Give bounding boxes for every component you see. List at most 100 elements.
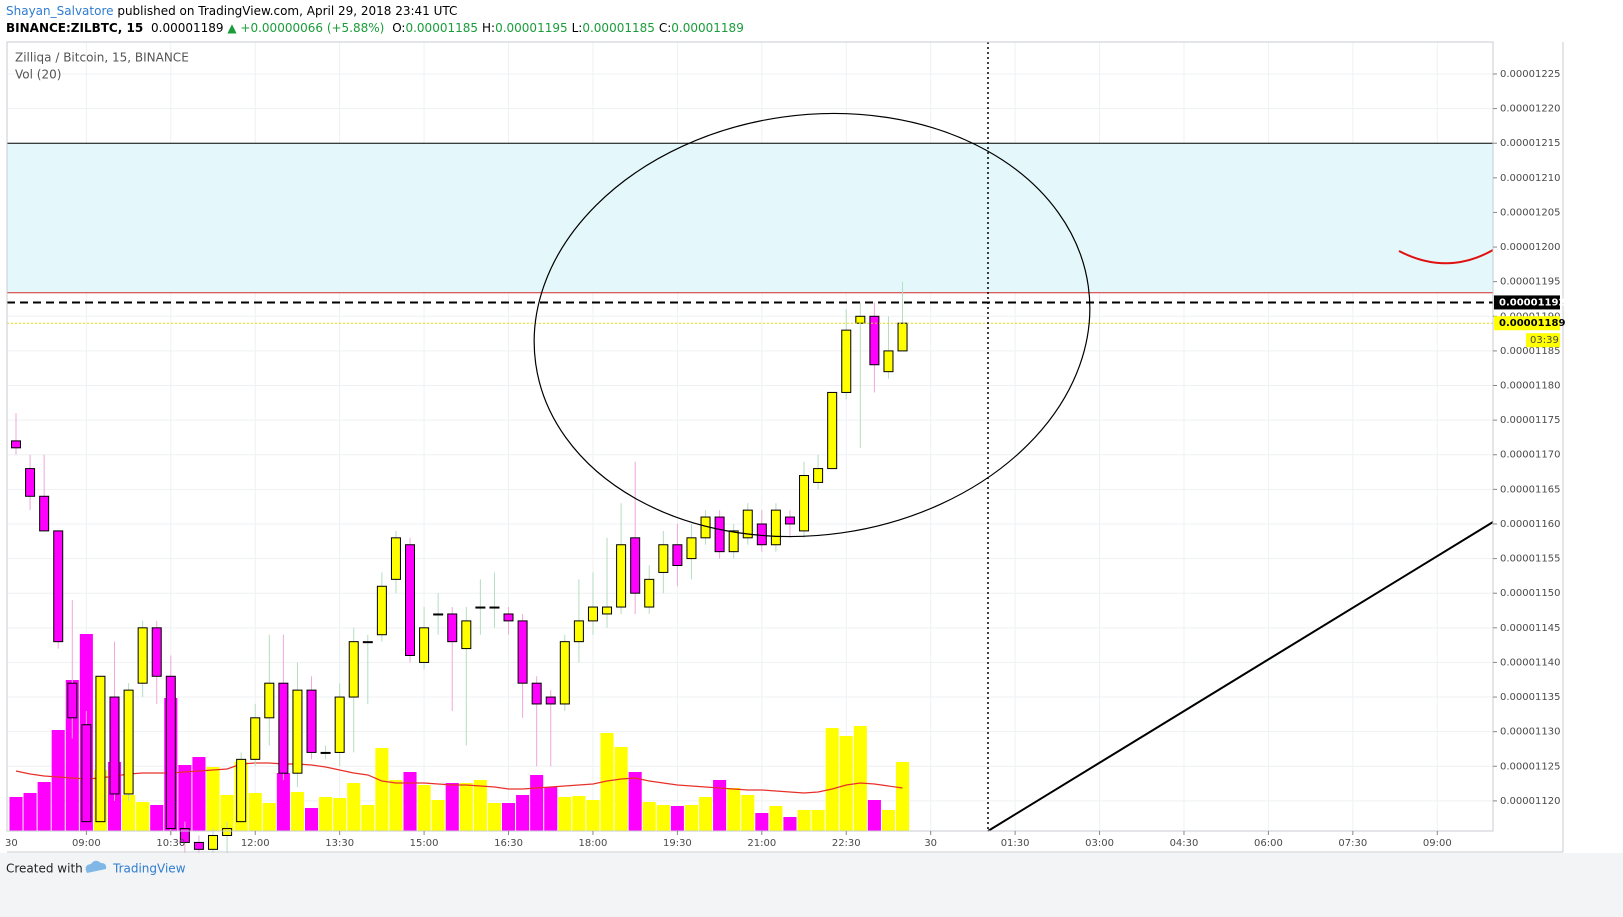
x-tick-label: 15:00 [410,838,439,849]
candle-body [602,606,613,615]
countdown: 03:39 [1530,335,1559,346]
ohlc-label: L: [572,21,583,35]
published: published on TradingView.com, April 29, … [117,4,457,18]
axis-layer: 0.00001120 0.00001125 0.00001130 0.00001135… [5,69,1565,849]
y-tick-label: 0.00001160 [1500,519,1560,530]
volume-ma [15,762,903,794]
volume-bar [628,772,642,831]
x-tick-label: 13:30 [325,838,354,849]
candle-body [151,627,162,677]
volume-bar [333,798,347,831]
ohlc-label: O: [392,21,405,35]
candle-body [686,537,697,560]
y-tick-label: 0.00001195 [1500,277,1560,288]
y-tick-label: 0.00001200 [1500,242,1560,253]
candle-body [897,322,908,352]
candle-body [81,724,92,823]
y-tick-label: 0.00001215 [1500,138,1560,149]
candle-body [405,544,416,657]
chart-title: Zilliqa / Bitcoin, 15, BINANCE [15,51,189,65]
y-tick-label: 0.00001155 [1500,554,1560,565]
zone-layer [7,142,1493,294]
symbol-line: BINANCE:ZILBTC, 15 0.00001189 ▲ +0.00000… [6,21,744,35]
x-tick-label: 22:30 [832,838,861,849]
price-label-bg [1494,316,1560,331]
author[interactable]: Shayan_Salvatore [6,4,114,18]
x-tick-label: 18:00 [579,838,608,849]
x-tick-label: 04:30 [1170,838,1199,849]
volume-bar [459,783,473,831]
candle-body [770,509,781,546]
x-tick-label: 07:30 [1338,838,1367,849]
volume-bar [473,780,487,831]
x-tick-label: 09:00 [72,838,101,849]
candle-body [489,606,500,609]
volume-bar [896,762,910,831]
candle-body [390,537,401,580]
candle-body [292,689,303,774]
candle-body [672,544,683,567]
x-tick-label: 21:00 [747,838,776,849]
y-tick-label: 0.00001150 [1500,588,1560,599]
ohlc-value: 0.00001195 [495,21,568,35]
candle-body [644,578,655,608]
volume-bar [501,803,516,831]
change: ▲ +0.00000066 (+5.88%) [227,21,384,35]
volume-bar [122,795,136,831]
candle-body [306,689,317,753]
volume-bar [136,802,150,831]
plot-frame [6,41,1494,832]
volume-bar [375,748,389,831]
volume-bar [487,803,501,831]
candle-body [841,329,852,393]
volume-bar [783,817,797,831]
candle-body [545,696,556,705]
x-tick-label: 09:00 [1423,838,1452,849]
volume-bar [403,772,417,831]
candle-body [137,627,148,684]
candle-body [362,641,373,644]
volume-bar [698,797,713,831]
volume-bar [417,785,431,831]
volume-bar [262,803,276,831]
volume-bar [389,780,403,831]
y-tick-label: 0.00001185 [1500,346,1560,357]
x-tick-label: 30 [924,838,937,849]
volume-bar [178,765,192,831]
y-tick-label: 0.00001140 [1500,657,1560,668]
candle-body [67,682,78,719]
candle-body [756,523,767,546]
y-tick-label: 0.00001180 [1500,381,1560,392]
volume-bar [290,792,304,831]
volume-bar [741,795,755,831]
x-tick-label: 01:30 [1001,838,1030,849]
y-tick-label: 0.00001135 [1500,692,1560,703]
volume-bar [853,726,867,831]
candle-body [419,627,430,663]
header-line: Shayan_Salvatore published on TradingVie… [6,4,457,18]
volume-bar [248,793,262,831]
x-tick-label: 19:30 [663,838,692,849]
candle-body [827,391,838,470]
x-tick-label: 30 [5,838,18,849]
candle-body [250,717,261,760]
candle-body [53,530,64,643]
x-tick-label: 16:30 [494,838,523,849]
y-tick-label: 0.00001210 [1500,173,1560,184]
candle-body [193,841,204,850]
volume-bar [361,805,375,831]
candle-body [320,751,331,754]
volume-bar [445,783,459,831]
volume-bar [206,767,220,831]
volume-layer [9,634,910,831]
volume-bar [51,730,65,831]
volume-bar [304,808,319,831]
candle-body [855,315,866,324]
candle-body [883,350,894,373]
candle-body [742,509,753,539]
symbol: BINANCE:ZILBTC, 15 [6,21,143,35]
footer-brand[interactable]: TradingView [112,862,186,876]
y-tick-label: 0.00001170 [1500,450,1560,461]
y-tick-label: 0.00001130 [1500,727,1560,738]
